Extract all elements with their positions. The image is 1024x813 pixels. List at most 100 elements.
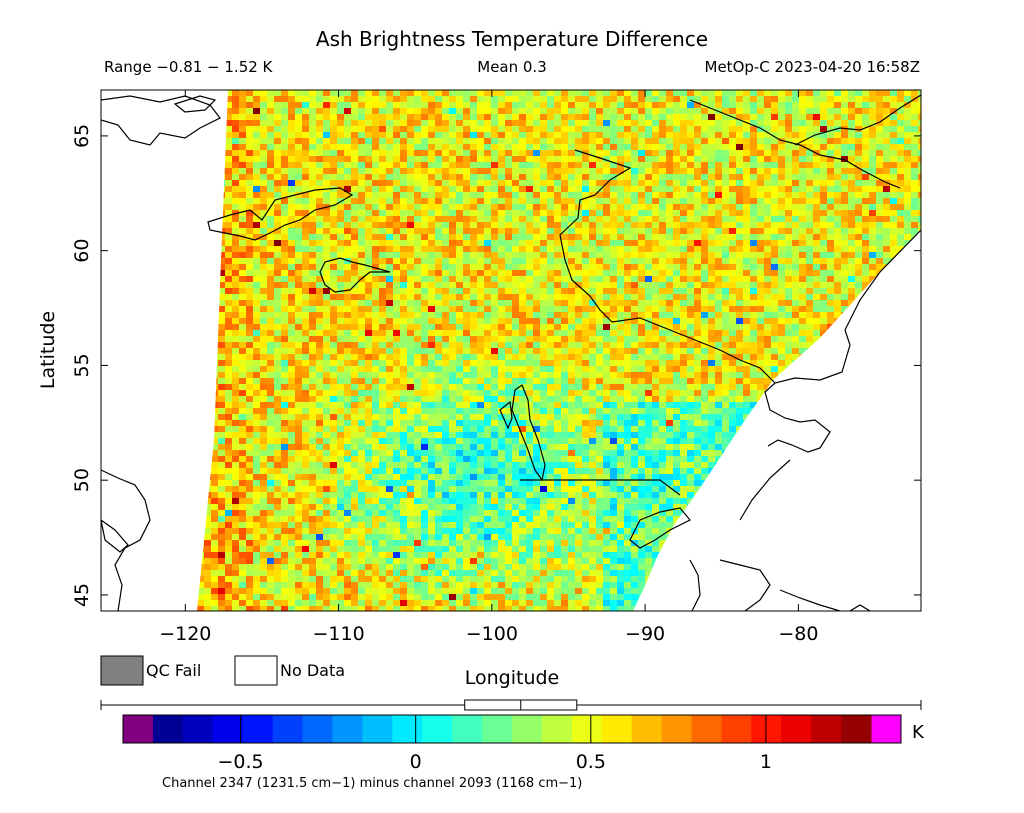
heatmap-cell <box>918 168 921 174</box>
heatmap-cell <box>771 246 778 252</box>
heatmap-cell <box>491 192 498 198</box>
heatmap-cell <box>260 354 267 360</box>
heatmap-cell <box>785 156 792 162</box>
heatmap-cell <box>673 228 680 234</box>
heatmap-cell <box>575 126 582 132</box>
heatmap-cell <box>806 252 813 258</box>
heatmap-cell <box>918 120 921 126</box>
heatmap-cell <box>337 198 344 204</box>
heatmap-cell <box>743 102 750 108</box>
heatmap-cell <box>736 204 743 210</box>
heatmap-cell <box>855 270 862 276</box>
heatmap-cell <box>848 252 855 258</box>
heatmap-cell <box>197 258 204 264</box>
heatmap-cell <box>820 252 827 258</box>
heatmap-cell <box>526 240 533 246</box>
heatmap-cell <box>799 318 806 324</box>
heatmap-cell <box>582 330 589 336</box>
heatmap-cell <box>330 162 337 168</box>
heatmap-cell <box>883 324 890 330</box>
heatmap-cell <box>666 90 673 96</box>
heatmap-cell <box>610 198 617 204</box>
heatmap-cell <box>799 210 806 216</box>
heatmap-cell <box>526 360 533 366</box>
heatmap-cell <box>813 318 820 324</box>
heatmap-cell <box>540 330 547 336</box>
heatmap-cell <box>666 294 673 300</box>
heatmap-cell <box>603 102 610 108</box>
heatmap-cell <box>491 324 498 330</box>
heatmap-cell <box>596 324 603 330</box>
heatmap-cell <box>393 114 400 120</box>
heatmap-cell <box>456 360 463 366</box>
heatmap-cell <box>274 234 281 240</box>
heatmap-cell <box>309 252 316 258</box>
heatmap-cell <box>190 264 197 270</box>
heatmap-cell <box>400 366 407 372</box>
heatmap-cell <box>225 234 232 240</box>
heatmap-cell <box>638 216 645 222</box>
heatmap-cell <box>386 360 393 366</box>
heatmap-cell <box>757 216 764 222</box>
heatmap-cell <box>428 264 435 270</box>
heatmap-cell <box>708 180 715 186</box>
heatmap-cell <box>260 372 267 378</box>
heatmap-cell <box>736 324 743 330</box>
heatmap-cell <box>463 174 470 180</box>
heatmap-cell <box>813 168 820 174</box>
heatmap-cell <box>694 312 701 318</box>
heatmap-cell <box>575 216 582 222</box>
heatmap-cell <box>680 192 687 198</box>
heatmap-cell <box>722 366 729 372</box>
heatmap-cell <box>400 312 407 318</box>
heatmap-cell <box>645 198 652 204</box>
heatmap-cell <box>414 174 421 180</box>
heatmap-cell <box>344 372 351 378</box>
heatmap-cell <box>393 90 400 96</box>
heatmap-cell <box>337 312 344 318</box>
heatmap-cell <box>883 174 890 180</box>
heatmap-cell <box>750 162 757 168</box>
heatmap-cell <box>799 228 806 234</box>
heatmap-cell <box>897 360 904 366</box>
heatmap-cell <box>701 324 708 330</box>
heatmap-cell <box>421 282 428 288</box>
heatmap-cell <box>309 168 316 174</box>
heatmap-cell <box>337 156 344 162</box>
heatmap-cell <box>239 96 246 102</box>
heatmap-cell <box>848 168 855 174</box>
heatmap-cell <box>771 186 778 192</box>
heatmap-cell <box>603 96 610 102</box>
heatmap-cell <box>232 324 239 330</box>
heatmap-cell <box>736 234 743 240</box>
heatmap-cell <box>456 114 463 120</box>
heatmap-cell <box>274 258 281 264</box>
heatmap-cell <box>428 162 435 168</box>
heatmap-cell <box>568 102 575 108</box>
heatmap-cell <box>253 348 260 354</box>
heatmap-cell <box>638 228 645 234</box>
heatmap-cell <box>736 222 743 228</box>
heatmap-cell <box>372 108 379 114</box>
heatmap-cell <box>512 264 519 270</box>
heatmap-cell <box>407 276 414 282</box>
heatmap-cell <box>428 276 435 282</box>
heatmap-cell <box>218 276 225 282</box>
heatmap-cell <box>785 102 792 108</box>
heatmap-cell <box>883 150 890 156</box>
heatmap-cell <box>666 120 673 126</box>
heatmap-cell <box>722 240 729 246</box>
heatmap-cell <box>792 288 799 294</box>
heatmap-cell <box>652 330 659 336</box>
heatmap-cell <box>386 294 393 300</box>
heatmap-cell <box>526 270 533 276</box>
heatmap-cell <box>785 264 792 270</box>
heatmap-cell <box>316 156 323 162</box>
heatmap-cell <box>533 126 540 132</box>
heatmap-cell <box>743 306 750 312</box>
heatmap-cell <box>407 366 414 372</box>
heatmap-cell <box>505 276 512 282</box>
heatmap-cell <box>239 180 246 186</box>
heatmap-cell <box>316 336 323 342</box>
heatmap-cell <box>442 132 449 138</box>
